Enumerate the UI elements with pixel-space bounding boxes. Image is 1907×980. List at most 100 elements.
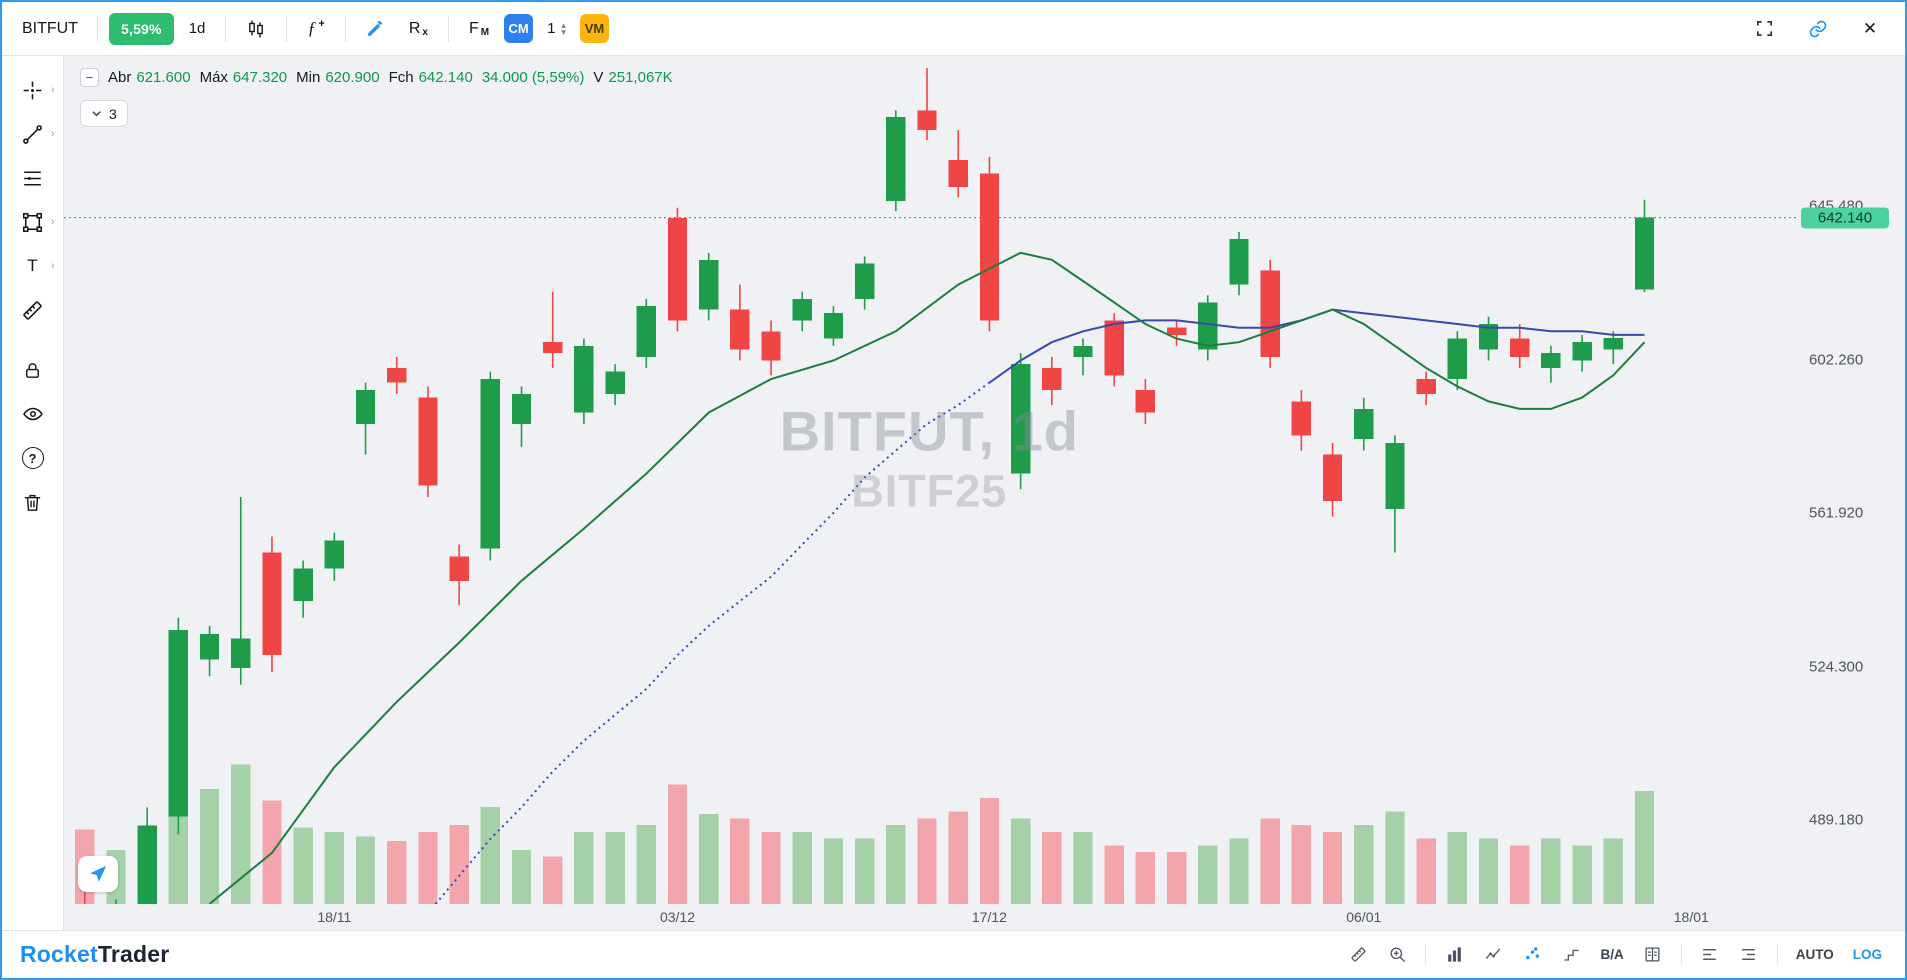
orderbook-button[interactable] <box>1638 941 1668 969</box>
trendline-tool-button[interactable]: › <box>10 114 56 154</box>
hidden-indicators-button[interactable]: 3 <box>80 100 128 127</box>
brand-secondary: Trader <box>97 941 170 967</box>
close-button[interactable]: ✕ <box>1853 12 1887 46</box>
price-axis-label: 524.300 <box>1809 658 1864 676</box>
time-axis[interactable]: 18/11 03/12 17/12 06/01 18/01 <box>64 904 1797 930</box>
line-style-button[interactable] <box>1478 941 1508 969</box>
candlestick-icon <box>249 20 264 37</box>
brand-logo: Rocket Trader <box>20 941 169 968</box>
crosshair-tool-button[interactable]: › <box>10 70 56 110</box>
price-axis-label: 561.920 <box>1809 504 1864 522</box>
auto-scale-button[interactable]: AUTO <box>1791 943 1839 966</box>
statusbar-divider <box>1425 944 1427 965</box>
last-price-badge: 642.140 <box>1801 207 1889 229</box>
ma-slow-line <box>434 308 1645 904</box>
timeframe-button[interactable]: 1d <box>180 12 215 46</box>
question-mark-icon: ? <box>21 447 44 469</box>
price-axis-label: 489.180 <box>1809 811 1864 829</box>
link-icon <box>1809 20 1827 37</box>
toolbar-divider <box>225 15 227 42</box>
chart-style-button[interactable] <box>237 12 275 46</box>
lock-drawings-button[interactable] <box>10 350 56 390</box>
legend-change: 34.000 (5,59%) <box>481 69 585 86</box>
step-style-button[interactable] <box>1556 941 1586 969</box>
status-bar: Rocket Trader B/A <box>2 930 1905 978</box>
shapes-tool-button[interactable]: › <box>10 202 56 242</box>
zoom-in-button[interactable] <box>1382 941 1412 969</box>
stepper-arrows-icon[interactable]: ▴ ▾ <box>561 19 566 37</box>
hidden-indicators-count: 3 <box>109 105 117 122</box>
chevron-right-icon[interactable]: › <box>50 84 55 96</box>
pencil-icon <box>367 20 382 36</box>
orderbook-icon <box>1645 947 1660 962</box>
log-scale-button[interactable]: LOG <box>1848 943 1887 966</box>
time-axis-label: 18/11 <box>317 909 352 925</box>
go-to-latest-button[interactable] <box>78 856 118 892</box>
legend-open: Abr 621.600 <box>108 69 191 86</box>
indicators-button[interactable]: ƒ + <box>298 12 333 46</box>
measure-button[interactable] <box>1343 941 1373 969</box>
time-axis-label: 06/01 <box>1346 909 1382 925</box>
text-tool-icon: T <box>27 256 38 275</box>
volume-layer <box>75 764 1655 904</box>
bid-ask-button[interactable]: B/A <box>1595 943 1628 966</box>
zoom-in-icon <box>1390 947 1406 963</box>
hide-drawings-button[interactable] <box>10 394 56 434</box>
legend-high: Máx 647.320 <box>199 69 288 86</box>
text-tool-button[interactable]: T › <box>10 246 56 286</box>
statusbar-divider <box>1680 944 1682 965</box>
candlestick-chart[interactable] <box>64 56 1797 904</box>
chart-settings-group: B/A AUTO LOG <box>1343 941 1887 969</box>
toolbar-divider <box>344 15 346 42</box>
bars-style-button[interactable] <box>1439 941 1469 969</box>
lock-icon <box>26 362 39 378</box>
symbol-label[interactable]: BITFUT <box>22 19 78 37</box>
chart-area: BITFUT, 1d BITF25 − Abr 621.600 Máx 647.32… <box>64 56 1905 930</box>
chevron-right-icon[interactable]: › <box>50 260 55 272</box>
link-button[interactable] <box>1799 12 1837 46</box>
ruler-icon <box>1351 947 1366 962</box>
quantity-stepper[interactable]: 1 ▴ ▾ <box>539 12 574 46</box>
vm-button[interactable]: VM <box>579 14 609 43</box>
chevron-right-icon[interactable]: › <box>50 128 55 140</box>
rows-left-icon <box>1703 949 1717 960</box>
function-icon: ƒ <box>307 18 317 38</box>
collapse-legend-button[interactable]: − <box>80 68 99 87</box>
price-axis[interactable]: 642.140 645.480602.260561.920524.300489.… <box>1797 56 1905 904</box>
time-axis-label: 18/01 <box>1673 909 1709 925</box>
scatter-style-button[interactable] <box>1517 941 1547 969</box>
bar-chart-icon <box>1448 947 1461 962</box>
chevron-right-icon[interactable]: › <box>50 216 55 228</box>
legend-close: Fch 642.140 <box>388 69 473 86</box>
toolbar-right-group: ✕ <box>1746 12 1893 46</box>
main-area: › › › T › <box>2 56 1905 930</box>
rows-left-button[interactable] <box>1695 941 1725 969</box>
chart-pane[interactable] <box>64 56 1797 904</box>
legend-volume: V 251,067K <box>593 69 673 86</box>
statusbar-divider <box>1776 944 1778 965</box>
ruler-icon <box>23 300 42 320</box>
fib-lines-tool-button[interactable] <box>10 158 56 198</box>
draw-order-button[interactable] <box>357 12 394 46</box>
delete-drawings-button[interactable] <box>10 482 56 522</box>
rectangle-shape-icon <box>22 212 43 232</box>
fullscreen-button[interactable] <box>1746 12 1783 46</box>
candles-layer <box>83 68 1655 904</box>
stepper-value: 1 <box>547 20 556 37</box>
help-button[interactable]: ? <box>10 438 56 478</box>
horizontal-lines-icon <box>24 170 41 186</box>
toolbar-divider <box>97 15 98 42</box>
rows-right-button[interactable] <box>1734 941 1764 969</box>
cm-button[interactable]: CM <box>504 14 534 43</box>
step-line-icon <box>1564 949 1579 961</box>
fullscreen-icon <box>1757 21 1772 36</box>
paper-plane-icon <box>90 865 107 882</box>
brand-primary: Rocket <box>20 941 98 967</box>
chevron-down-icon <box>92 111 101 117</box>
change-percent-badge: 5,59% <box>109 12 174 45</box>
measure-tool-button[interactable] <box>10 290 56 330</box>
trendline-icon <box>23 124 42 144</box>
